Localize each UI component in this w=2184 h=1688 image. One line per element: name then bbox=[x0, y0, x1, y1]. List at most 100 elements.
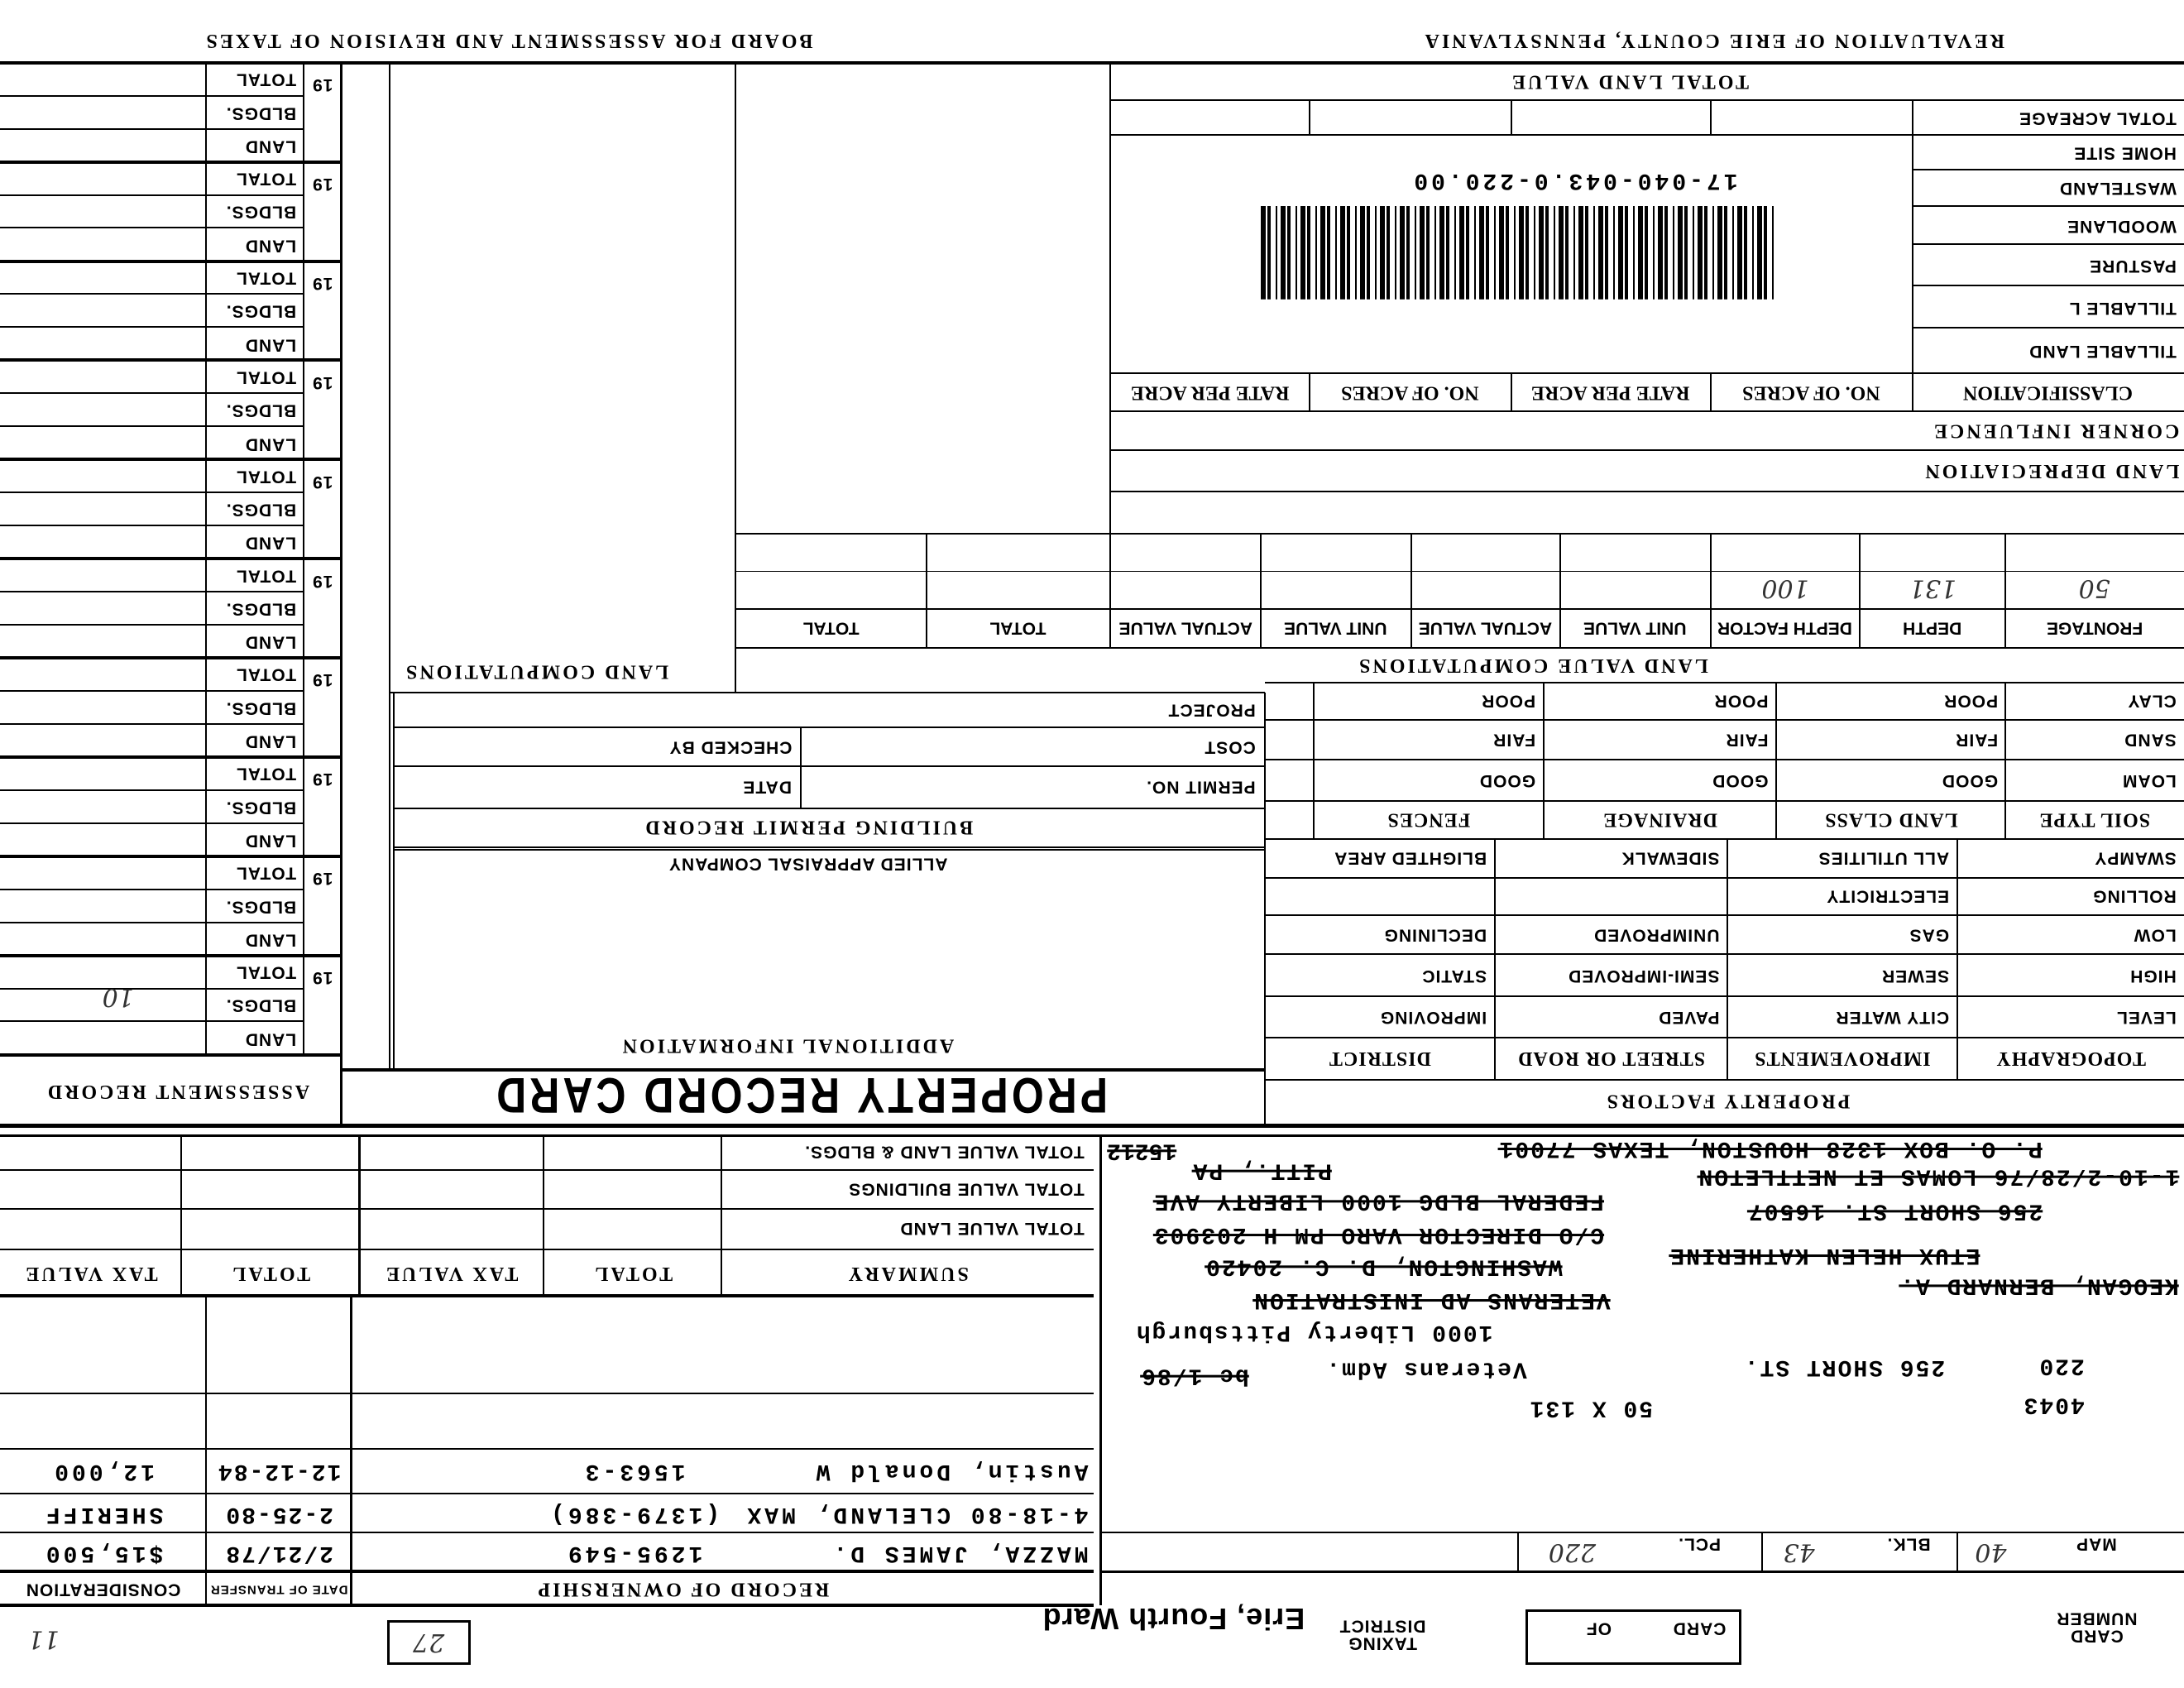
rule-line bbox=[1760, 1532, 1763, 1572]
barcode-bar bbox=[1751, 206, 1754, 300]
soil-option: CLAY bbox=[2127, 692, 2177, 712]
rule-line bbox=[1709, 533, 1712, 648]
rule-line bbox=[1264, 758, 2184, 760]
property-factor-option: BLIGHTED AREA bbox=[1334, 848, 1487, 868]
rule-line bbox=[735, 646, 2184, 649]
address-line: ETUX HELEN KATHERINE bbox=[1669, 1242, 1980, 1268]
assessment-label-total: TOTAL bbox=[235, 664, 296, 684]
address-line: 256 SHORT ST. bbox=[1742, 1354, 1946, 1380]
classification-header: NO. OF ACRES bbox=[1742, 381, 1880, 403]
rule-line bbox=[800, 727, 802, 808]
barcode-bar bbox=[1485, 206, 1489, 300]
corner-influence-label: CORNER INFLUENCE bbox=[1931, 420, 2179, 442]
rule-line bbox=[1264, 914, 2184, 917]
rule-line bbox=[0, 94, 304, 97]
assessment-year-prefix: 19 bbox=[312, 372, 333, 392]
barcode-bar bbox=[1743, 206, 1747, 300]
rule-line bbox=[1912, 242, 2184, 245]
barcode-bar bbox=[1545, 206, 1549, 300]
rule-line bbox=[0, 789, 304, 791]
property-factor-option: LEVEL bbox=[2115, 1007, 2177, 1027]
rule-line bbox=[394, 726, 1265, 728]
barcode-bar bbox=[1637, 206, 1643, 300]
barcode-bar bbox=[1419, 206, 1425, 300]
barcode-bar bbox=[1493, 206, 1496, 300]
barcode-bar bbox=[1538, 206, 1544, 300]
property-factor-option: PAVED bbox=[1658, 1007, 1720, 1027]
rule-line bbox=[1264, 953, 2184, 956]
rule-line bbox=[0, 227, 304, 229]
property-factor-option: DECLINING bbox=[1383, 925, 1487, 945]
property-factor-option: ROLLING bbox=[2092, 886, 2177, 906]
corner-mark: 11 bbox=[27, 1623, 60, 1653]
soil-option: FAIR bbox=[1492, 730, 1536, 750]
barcode-bar bbox=[1465, 206, 1469, 300]
summary-header: TAX VALUE bbox=[384, 1262, 519, 1284]
assessment-year-prefix: 19 bbox=[312, 869, 333, 889]
barcode-bar bbox=[1617, 206, 1623, 300]
rule-line bbox=[0, 689, 304, 692]
property-factors-title: PROPERTY FACTORS bbox=[1604, 1090, 1851, 1112]
taxing-district-label: TAXING DISTRICT bbox=[1339, 1615, 1426, 1652]
rule-line bbox=[0, 1208, 1094, 1211]
rule-line bbox=[1100, 1532, 2184, 1534]
taxing-district-value: Erie, Fourth Ward bbox=[1042, 1602, 1305, 1637]
soil-option: GOOD bbox=[1478, 770, 1536, 790]
rule-line bbox=[357, 1135, 361, 1296]
address-line: 4043 bbox=[2022, 1392, 2085, 1418]
barcode-bar bbox=[1354, 206, 1357, 300]
rule-line bbox=[1912, 326, 2184, 328]
assessment-label-land: LAND bbox=[244, 434, 296, 453]
address-line: 50 X 131 bbox=[1528, 1394, 1653, 1421]
card-number-label: CARD NUMBER bbox=[2055, 1609, 2138, 1646]
rule-line bbox=[0, 557, 342, 561]
rule-line bbox=[0, 259, 342, 263]
rule-line bbox=[721, 1135, 723, 1296]
rule-line bbox=[0, 656, 342, 660]
property-factor-option: GAS bbox=[1909, 925, 1950, 945]
property-factor-option: UNIMPROVED bbox=[1593, 925, 1720, 945]
soil-header: DRAINAGE bbox=[1602, 808, 1717, 831]
barcode-bar bbox=[1425, 206, 1430, 300]
rule-line bbox=[1956, 1532, 1958, 1572]
owner-name: 4-18-80 CLELAND, MAX bbox=[744, 1500, 1089, 1527]
assessment-label-total: TOTAL bbox=[235, 764, 296, 784]
rule-line bbox=[1726, 838, 1728, 1080]
soil-option: LOAM bbox=[2121, 770, 2177, 790]
barcode-bar bbox=[1434, 206, 1436, 300]
rule-line bbox=[0, 1532, 1094, 1534]
permit-no-label: PERMIT NO. bbox=[1146, 777, 1256, 797]
barcode-bar bbox=[1771, 206, 1774, 300]
barcode-bar bbox=[1306, 206, 1310, 300]
rule-line bbox=[2004, 683, 2007, 839]
permit-date-label: DATE bbox=[742, 777, 793, 797]
map-number: 40 bbox=[1974, 1537, 2007, 1567]
rule-line bbox=[1264, 719, 2184, 722]
barcode-bar bbox=[1454, 206, 1456, 300]
rule-line bbox=[1264, 682, 2184, 683]
rule-line bbox=[180, 1135, 182, 1296]
barcode-bar bbox=[1334, 206, 1337, 300]
assessment-label-bldgs: BLDGS. bbox=[225, 798, 296, 818]
assessment-label-total: TOTAL bbox=[235, 962, 296, 982]
rule-line bbox=[349, 1295, 352, 1605]
box-number-value: 27 bbox=[413, 1628, 445, 1658]
land-value-header: ACTUAL VALUE bbox=[1418, 618, 1553, 638]
assessment-label-land: LAND bbox=[244, 831, 296, 851]
land-value-computations-title: LAND VALUE COMPUTATIONS bbox=[1356, 655, 1708, 677]
rule-line bbox=[1109, 491, 2184, 493]
property-factor-option: LOW bbox=[2133, 925, 2177, 945]
rule-line bbox=[0, 987, 304, 990]
land-value-header: UNIT VALUE bbox=[1583, 618, 1687, 638]
assessment-year-prefix: 19 bbox=[312, 571, 333, 591]
soil-option: POOR bbox=[1713, 692, 1769, 712]
land-value-entry: 131 bbox=[1909, 573, 1956, 603]
transfer-date: 12-12-84 bbox=[216, 1458, 341, 1484]
barcode-bar bbox=[1573, 206, 1575, 300]
barcode-bar bbox=[1518, 206, 1524, 300]
owner-name: MAZZA, JAMES D. bbox=[830, 1539, 1089, 1566]
pcl-label: PCL. bbox=[1678, 1534, 1721, 1553]
barcode-bar bbox=[1439, 206, 1444, 300]
land-value-header: TOTAL bbox=[802, 618, 860, 638]
rule-line bbox=[0, 1392, 1094, 1394]
